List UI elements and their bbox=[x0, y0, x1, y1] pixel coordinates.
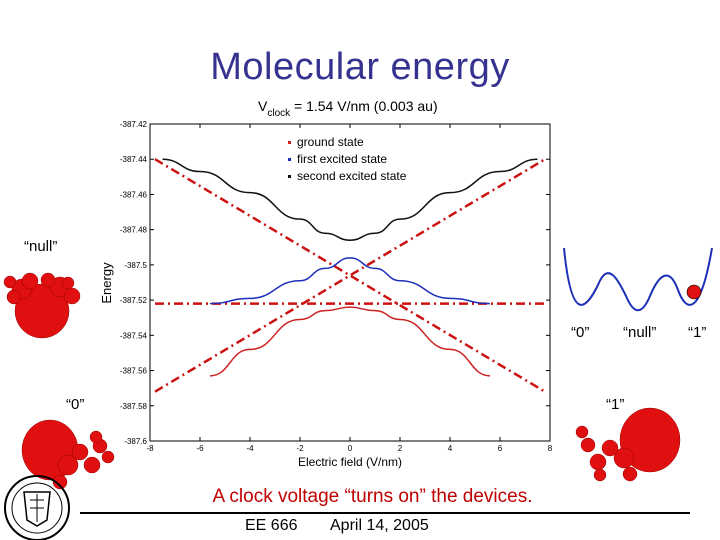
series-line-0 bbox=[209, 306, 491, 377]
dashed-lines bbox=[154, 158, 546, 393]
molecule-one-image bbox=[575, 407, 681, 482]
chart-title-main: V bbox=[258, 98, 268, 114]
legend-label: second excited state bbox=[297, 169, 407, 183]
well-particle bbox=[686, 284, 702, 300]
molecule-zero-image bbox=[21, 419, 115, 490]
y-tick-label: -387.58 bbox=[120, 402, 148, 411]
y-tick-label: -387.52 bbox=[120, 296, 148, 305]
series-line-1 bbox=[209, 257, 491, 305]
y-tick-label: -387.5 bbox=[124, 261, 147, 270]
legend: ground state first excited state second ex… bbox=[288, 135, 407, 183]
potential-well-curve bbox=[563, 247, 713, 312]
x-tick-label: 0 bbox=[348, 444, 353, 453]
legend-swatch bbox=[288, 158, 291, 161]
legend-swatch bbox=[288, 175, 291, 178]
y-axis-label: Energy bbox=[99, 262, 114, 304]
legend-swatch bbox=[288, 141, 291, 144]
university-seal-logo bbox=[4, 475, 70, 540]
label-zero-well: “0” bbox=[571, 324, 590, 341]
x-tick-label: 4 bbox=[448, 444, 453, 453]
chart-title-sub: clock bbox=[267, 108, 291, 119]
label-zero-left: “0” bbox=[66, 396, 85, 413]
y-tick-label: -387.42 bbox=[120, 120, 148, 129]
x-tick-label: -8 bbox=[146, 444, 154, 453]
x-tick-label: -6 bbox=[196, 444, 204, 453]
legend-label: ground state bbox=[297, 135, 364, 149]
y-tick-label: -387.48 bbox=[120, 226, 148, 235]
footer-course: EE 666 bbox=[245, 517, 298, 534]
series-lines bbox=[162, 158, 538, 377]
footer-date: April 14, 2005 bbox=[330, 517, 429, 534]
chart-title: Vclock = 1.54 V/nm (0.003 au) bbox=[258, 98, 438, 119]
x-tick-label: 6 bbox=[498, 444, 503, 453]
label-null-well: “null” bbox=[623, 324, 657, 341]
slide-title: Molecular energy bbox=[210, 46, 510, 88]
label-one-right: “1” bbox=[606, 396, 625, 413]
x-tick-label: -4 bbox=[246, 444, 254, 453]
footer-divider bbox=[80, 512, 690, 514]
y-tick-label: -387.54 bbox=[120, 331, 148, 340]
y-tick-label: -387.46 bbox=[120, 190, 148, 199]
label-null-left: “null” bbox=[24, 238, 58, 255]
x-tick-label: 2 bbox=[398, 444, 403, 453]
x-tick-label: -2 bbox=[296, 444, 304, 453]
x-axis-label: Electric field (V/nm) bbox=[298, 455, 402, 469]
y-tick-label: -387.56 bbox=[120, 367, 148, 376]
legend-label: first excited state bbox=[297, 152, 387, 166]
y-tick-label: -387.44 bbox=[120, 155, 148, 164]
y-ticks: -387.42 -387.44 -387.46 -387.48 -387.5 -387.5… bbox=[120, 120, 550, 446]
x-ticks: -8 -6 -4 -2 0 2 4 6 8 bbox=[146, 124, 553, 453]
x-tick-label: 8 bbox=[548, 444, 553, 453]
chart-title-rest: = 1.54 V/nm (0.003 au) bbox=[290, 98, 437, 114]
label-one-well: “1” bbox=[688, 324, 707, 341]
molecule-null-image bbox=[3, 272, 81, 339]
caption: A clock voltage “turns on” the devices. bbox=[212, 486, 533, 507]
y-tick-label: -387.6 bbox=[124, 437, 147, 446]
series-line-2 bbox=[162, 158, 538, 241]
